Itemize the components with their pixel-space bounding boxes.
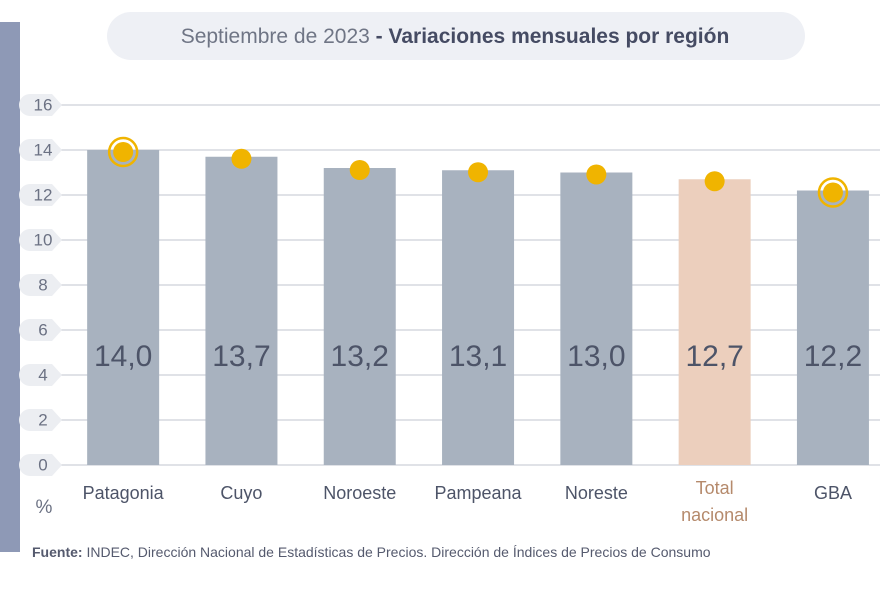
- x-tick-label: GBA: [814, 483, 852, 503]
- value-label: 13,2: [331, 340, 389, 373]
- y-tick-label: 14: [34, 140, 53, 159]
- y-tick-label: 6: [38, 320, 47, 339]
- y-tick-label: 16: [34, 95, 53, 114]
- marker-ring: [107, 136, 139, 168]
- y-tick-label: 0: [38, 455, 47, 474]
- marker: [704, 171, 725, 192]
- marker: [468, 162, 489, 183]
- x-tick-label: Total nacional: [681, 478, 748, 525]
- y-tick-badge: [19, 94, 62, 116]
- side-bar: [0, 22, 20, 552]
- x-tick-label: Cuyo: [220, 483, 262, 503]
- y-tick-badge: [19, 274, 62, 296]
- title-pill: [107, 12, 805, 60]
- title: Septiembre de 2023: [181, 25, 370, 48]
- source-label: Fuente:: [32, 544, 83, 560]
- y-tick-label: 8: [38, 275, 47, 294]
- bar: [205, 156, 278, 465]
- y-tick-label: 2: [38, 410, 47, 429]
- y-tick-badge: [19, 319, 62, 341]
- marker: [586, 164, 607, 185]
- value-label: 13,0: [567, 340, 625, 373]
- bar: [560, 172, 633, 465]
- y-tick-label: 12: [34, 185, 53, 204]
- y-tick-badge: [19, 139, 62, 161]
- y-unit: %: [36, 497, 53, 518]
- source-text: INDEC, Dirección Nacional de Estadística…: [86, 544, 710, 560]
- bar: [87, 150, 160, 465]
- y-tick-label: 10: [34, 230, 53, 249]
- marker: [231, 148, 252, 169]
- marker: [349, 160, 370, 180]
- bar: [796, 190, 869, 465]
- source: Fuente: INDEC, Dirección Nacional de Est…: [32, 544, 711, 560]
- x-tick-label: Patagonia: [83, 483, 165, 503]
- value-label: 14,0: [94, 340, 152, 373]
- y-tick-badge: [19, 409, 62, 431]
- marker: [113, 142, 134, 162]
- bar: [442, 170, 515, 465]
- y-tick-badge: [19, 229, 62, 251]
- value-label: 13,1: [449, 340, 507, 373]
- y-tick-label: 4: [38, 365, 47, 384]
- y-tick-badge: [19, 454, 62, 476]
- marker-ring: [817, 177, 849, 208]
- bar: [678, 179, 751, 465]
- value-label: 13,7: [212, 340, 270, 373]
- value-label: 12,2: [804, 340, 862, 373]
- x-tick-label: Noreste: [565, 483, 628, 503]
- marker: [822, 182, 843, 203]
- x-tick-label: Pampeana: [435, 483, 523, 503]
- plot: 0 2 4 6 8 10 12 14 16 Patagonia 14,0 Cuyo 13,7 Noroes…: [19, 94, 880, 525]
- subtitle: - Variaciones mensuales por región: [376, 25, 730, 48]
- chart-title: Septiembre de 2023 - Variaciones mensual…: [181, 25, 730, 48]
- x-tick-label: Noroeste: [323, 483, 396, 503]
- bar: [323, 168, 396, 465]
- value-label: 12,7: [685, 340, 743, 373]
- y-tick-badge: [19, 184, 62, 206]
- y-tick-badge: [19, 364, 62, 386]
